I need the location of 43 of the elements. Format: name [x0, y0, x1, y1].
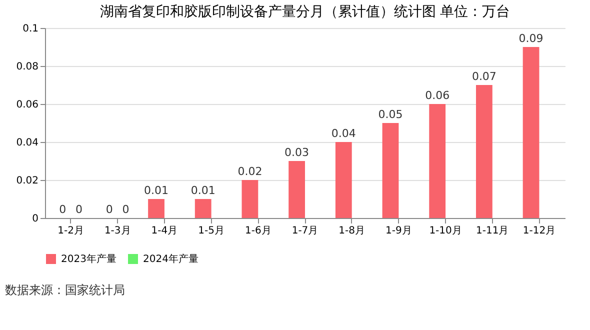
bar — [476, 85, 492, 218]
data-label: 0.04 — [331, 127, 356, 140]
data-label: 0 — [59, 203, 66, 216]
x-tick-label: 1-9月 — [386, 226, 412, 236]
data-label: 0 — [106, 203, 113, 216]
bar — [335, 142, 352, 218]
data-label: 0.06 — [425, 89, 450, 102]
bar — [148, 199, 164, 218]
bar — [194, 199, 212, 218]
x-tick-label: 1-6月 — [244, 226, 272, 236]
data-label: 0.03 — [284, 146, 310, 159]
chart-title: 湖南省复印和胶版印制设备产量分月（累计值）统计图 单位：万台 — [100, 4, 510, 20]
x-tick-label: 1-3月 — [104, 226, 131, 236]
x-tick-label: 1-8月 — [338, 226, 366, 236]
data-label: 0.01 — [190, 184, 216, 197]
bar — [522, 47, 540, 218]
y-tick-label: 0.1 — [22, 24, 38, 34]
y-tick-label: 0.02 — [16, 176, 38, 186]
y-tick-label: 0.04 — [16, 138, 38, 148]
y-tick-label: 0 — [32, 214, 38, 224]
data-label: 0 — [122, 203, 130, 216]
legend-label: 2023年产量 — [61, 253, 116, 265]
data-label: 0.05 — [378, 108, 403, 121]
y-tick-label: 0.08 — [16, 62, 38, 72]
bar — [242, 180, 258, 218]
x-tick-label: 1-5月 — [198, 226, 224, 236]
data-label: 0.07 — [472, 70, 496, 83]
x-tick-label: 1-10月 — [429, 226, 462, 236]
x-tick-label: 1-2月 — [58, 226, 84, 236]
data-label: 0.02 — [238, 165, 262, 178]
bar — [429, 104, 446, 218]
y-tick-label: 0.06 — [16, 100, 38, 110]
x-tick-label: 1-4月 — [151, 226, 178, 236]
bar — [288, 161, 305, 218]
data-label: 0.01 — [144, 184, 169, 197]
x-tick-label: 1-11月 — [476, 226, 509, 236]
x-tick-label: 1-7月 — [292, 226, 318, 236]
source-note: 数据来源：国家统计局 — [5, 283, 125, 297]
data-label: 0.09 — [518, 32, 544, 45]
x-tick-label: 1-12月 — [522, 226, 556, 236]
data-label: 0 — [75, 203, 82, 216]
legend-label: 2024年产量 — [143, 253, 198, 265]
bar — [382, 123, 399, 218]
